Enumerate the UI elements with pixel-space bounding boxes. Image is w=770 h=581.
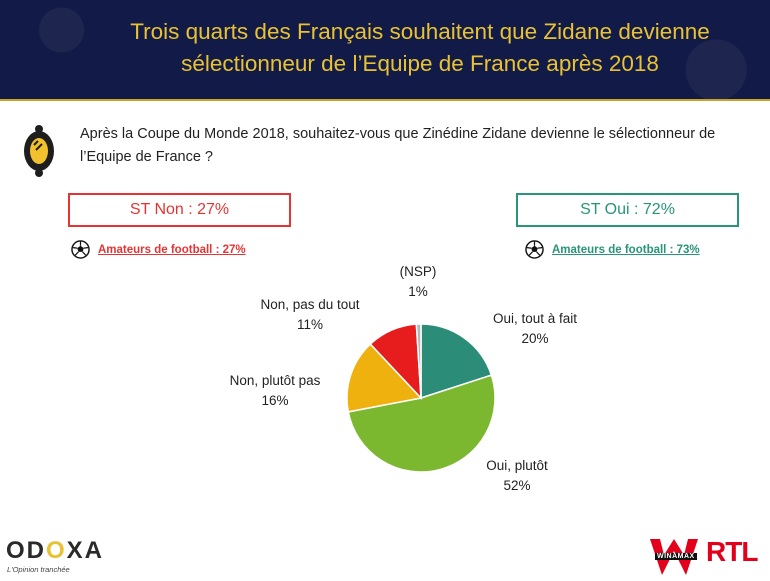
pie-slice-1 xyxy=(347,374,496,473)
slice-name-label: Oui, tout à fait xyxy=(493,311,577,326)
rtl-logo: RTL xyxy=(706,536,758,567)
header-divider xyxy=(0,99,770,101)
slice-value-label: 52% xyxy=(503,478,530,493)
fans-non-row: Amateurs de football : 27% xyxy=(71,240,246,259)
slice-value-label: 1% xyxy=(408,284,428,299)
question-text: Après la Coupe du Monde 2018, souhaitez-… xyxy=(80,126,716,165)
pie-slice-2 xyxy=(346,342,423,413)
football-icon xyxy=(525,240,544,259)
slice-value-label: 16% xyxy=(261,393,288,408)
header-banner: Trois quarts des Français souhaitent que… xyxy=(0,0,770,100)
page-title: Trois quarts des Français souhaitent que… xyxy=(130,19,710,76)
st-non-box: ST Non : 27% xyxy=(68,193,291,227)
slice-name-label: Non, plutôt pas xyxy=(230,373,321,388)
odoxa-logo: ODOXA xyxy=(6,537,105,564)
st-oui-box: ST Oui : 72% xyxy=(516,193,739,227)
fans-oui-row: Amateurs de football : 73% xyxy=(525,240,700,259)
pie-slice-4 xyxy=(415,323,422,399)
pie-slice-0 xyxy=(420,323,493,400)
slice-name-label: Oui, plutôt xyxy=(486,458,548,473)
winamax-logo xyxy=(650,539,698,575)
slice-value-label: 11% xyxy=(297,317,323,332)
winamax-wordmark: WINAMAX xyxy=(655,553,697,560)
slice-name-label: Non, pas du tout xyxy=(260,297,359,312)
odoxa-tagline: L'Opinion tranchée xyxy=(7,565,70,574)
fans-non-label: Amateurs de football : 27% xyxy=(98,243,246,256)
question-mark-icon xyxy=(24,125,54,177)
football-icon xyxy=(71,240,90,259)
slice-value-label: 20% xyxy=(521,331,548,346)
slice-name-label: (NSP) xyxy=(400,264,437,279)
fans-oui-label: Amateurs de football : 73% xyxy=(552,243,700,256)
